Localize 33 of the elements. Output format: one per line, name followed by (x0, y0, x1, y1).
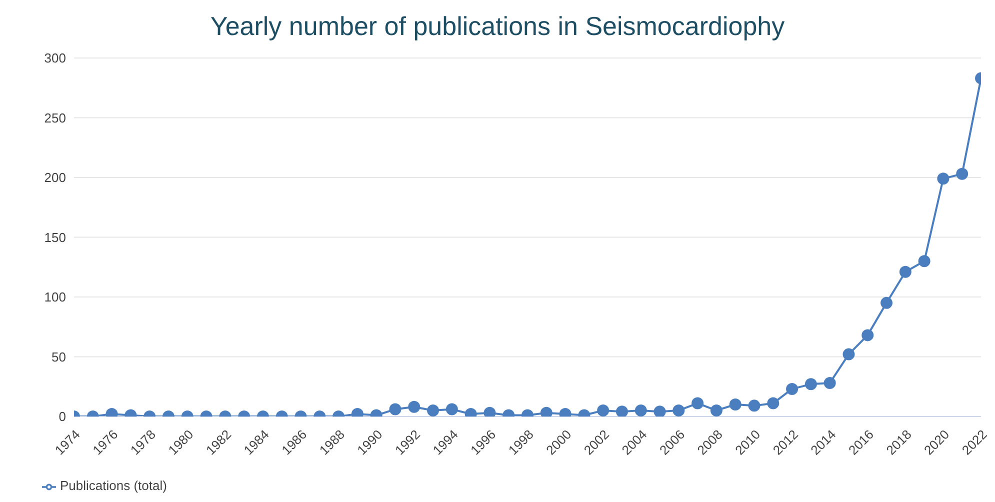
point (937, 172, 950, 185)
point (899, 266, 912, 278)
point (842, 348, 855, 360)
y-tick-label: 250 (44, 110, 66, 126)
point (862, 329, 874, 342)
point (956, 168, 968, 180)
y-tick-label: 200 (44, 170, 66, 186)
point (427, 404, 440, 416)
point (616, 406, 628, 416)
point (597, 404, 610, 416)
point (767, 397, 780, 410)
y-tick-label: 50 (52, 349, 66, 364)
point (654, 406, 666, 416)
chart-title: Yearly number of publications in Seismocardiophy (209, 10, 786, 43)
y-tick-label: 150 (44, 230, 66, 245)
legend-label: Publications (total) (60, 478, 167, 494)
point (748, 400, 760, 412)
y-tick-label: 300 (44, 50, 66, 66)
point (729, 398, 742, 410)
point (804, 378, 817, 390)
point (672, 404, 685, 416)
point (408, 400, 420, 413)
point (634, 404, 647, 416)
point (446, 403, 458, 416)
point (824, 376, 836, 389)
point (692, 397, 704, 410)
point (880, 296, 893, 309)
point (389, 403, 402, 416)
point (710, 404, 722, 416)
y-tick-label: 0 (58, 409, 66, 424)
point (918, 255, 930, 268)
point (786, 382, 798, 395)
y-tick-label: 100 (44, 290, 66, 305)
